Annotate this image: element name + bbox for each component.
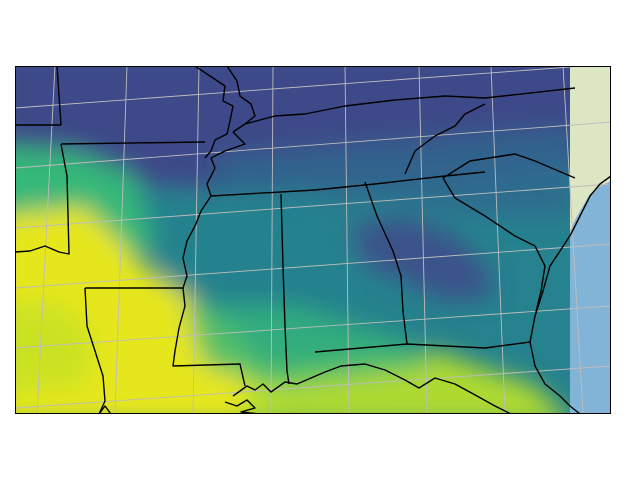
- coastline-gulf: [232, 363, 512, 414]
- field-region-north-band-dark: [15, 66, 192, 123]
- border-georgia-carolina: [442, 177, 546, 317]
- border-alabama-georgia: [364, 181, 408, 345]
- graticule-meridian-5: [344, 66, 350, 414]
- graticule-meridian-2: [114, 66, 128, 414]
- graticule-meridian-3: [192, 66, 200, 414]
- border-oklahoma-texas: [15, 143, 70, 255]
- map-frame-border: [15, 66, 611, 414]
- ocean-edge-block: [570, 396, 611, 414]
- graticule-parallel-4: [15, 243, 611, 289]
- border-arkansas-east: [182, 157, 216, 289]
- coastline-mississippi-delta: [224, 399, 260, 414]
- graticule-meridian-1: [36, 66, 56, 414]
- border-kentucky-west: [210, 131, 246, 159]
- graticule-parallel-1: [15, 66, 591, 109]
- border-texas-louisiana: [84, 287, 106, 414]
- border-missouri-west: [56, 66, 62, 126]
- border-missouri-river: [194, 66, 234, 159]
- field-region-southwest-core: [15, 301, 95, 394]
- graticule-meridian-6: [418, 66, 428, 414]
- coastal-pixel-blocks: [573, 106, 611, 196]
- coastline-texas-coast: [98, 405, 112, 414]
- border-kentucky-tennessee: [210, 171, 486, 197]
- graticule-meridian-7: [490, 66, 506, 414]
- map-canvas: [15, 66, 611, 414]
- border-ohio-river: [244, 87, 576, 125]
- map-panel: [15, 66, 611, 414]
- coastlines: [98, 175, 611, 414]
- graticule-parallel-3: [15, 183, 611, 229]
- border-north-south-carolina: [442, 153, 576, 179]
- border-oklahoma-north: [60, 141, 206, 145]
- border-mississippi-river-south: [172, 287, 246, 387]
- state-borders: [15, 66, 576, 414]
- graticule-meridian-8: [562, 66, 584, 414]
- border-florida-north: [314, 341, 531, 353]
- border-mississippi-alabama: [280, 193, 290, 385]
- border-virginia-north: [404, 103, 486, 175]
- graticule-meridian-4: [270, 66, 274, 414]
- coastline-atlantic: [529, 175, 611, 414]
